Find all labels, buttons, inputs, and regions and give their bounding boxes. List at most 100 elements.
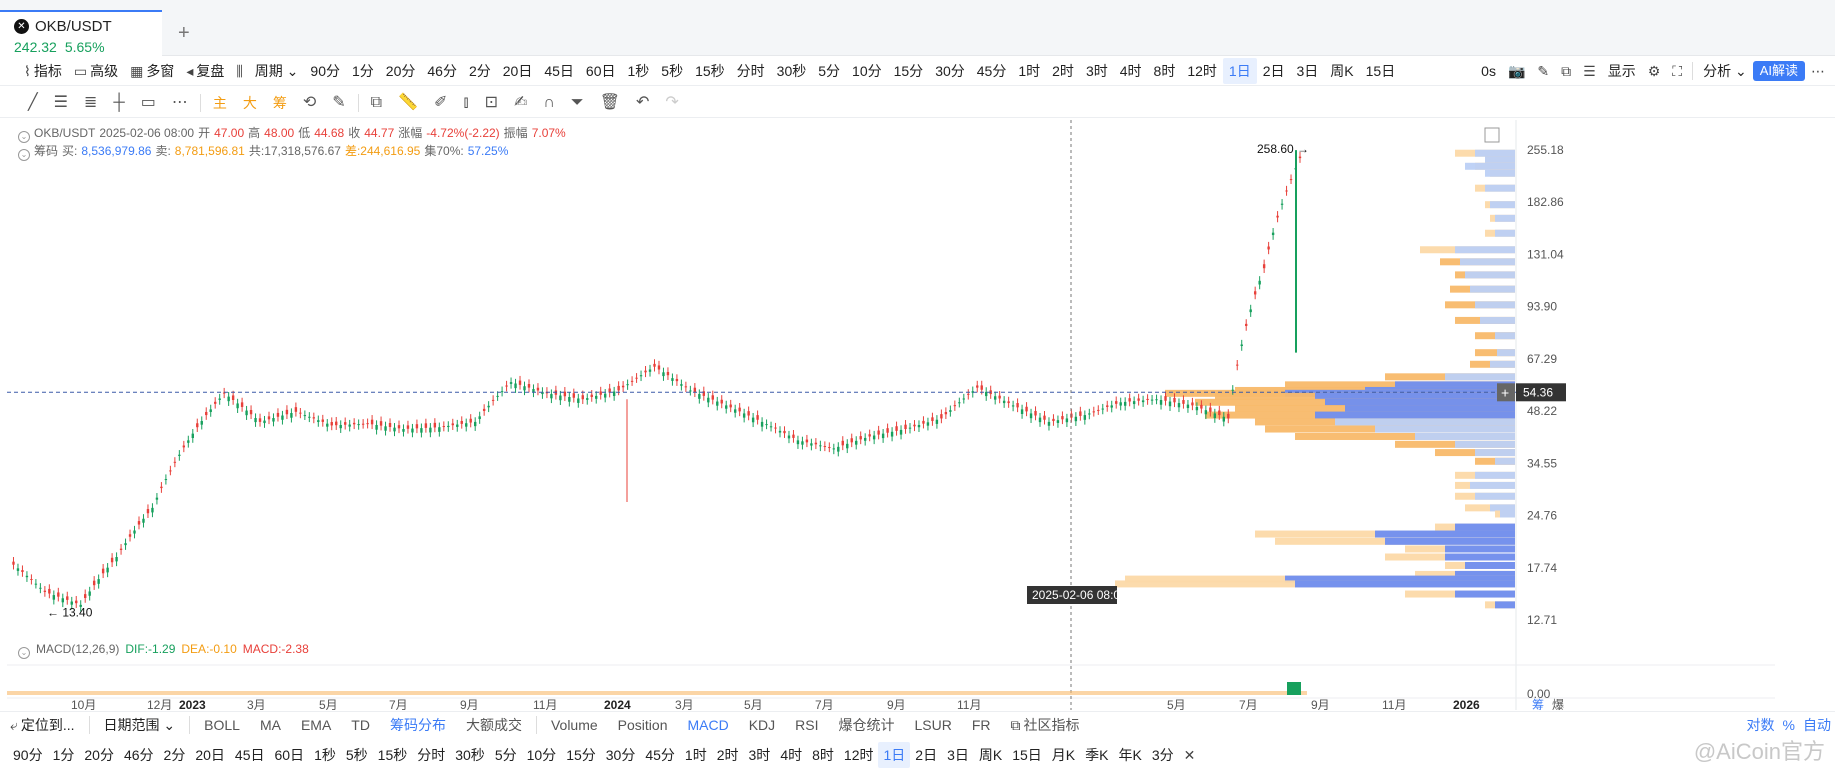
toolbar-item-0[interactable]: ⌇ 指标	[18, 58, 68, 84]
period-25[interactable]: 2日	[1262, 62, 1285, 79]
undo-icon[interactable]: ↶	[636, 93, 650, 111]
bottom-period-1[interactable]: 1分	[52, 747, 75, 763]
bottom-period-8[interactable]: 1秒	[314, 747, 336, 763]
scale-option-0[interactable]: 对数	[1746, 716, 1775, 733]
period-10[interactable]: 15秒	[695, 62, 725, 79]
period-18[interactable]: 1时	[1018, 62, 1041, 79]
toolbar-item-5[interactable]: 周期 ⌄	[249, 58, 305, 84]
candle-tool-icon[interactable]: ⫾	[463, 93, 469, 111]
more-tools-icon[interactable]: ⋯	[171, 93, 188, 111]
bottom-period-15[interactable]: 15分	[566, 747, 596, 763]
bottom-period-22[interactable]: 8时	[812, 747, 834, 763]
period-16[interactable]: 30分	[935, 62, 965, 79]
fib-lines-icon[interactable]: ≣	[83, 93, 98, 111]
indicator-14[interactable]: ⧉ 社区指标	[1001, 712, 1090, 738]
period-19[interactable]: 2时	[1052, 62, 1074, 79]
bottom-period-12[interactable]: 30秒	[455, 747, 485, 763]
bottom-period-24[interactable]: 1日	[878, 742, 911, 768]
period-21[interactable]: 4时	[1119, 62, 1142, 79]
bottom-period-27[interactable]: 周K	[978, 747, 1003, 763]
ai-interpret-button[interactable]: AI解读	[1752, 60, 1805, 81]
indicator-12[interactable]: LSUR	[914, 716, 952, 733]
period-2[interactable]: 20分	[385, 62, 416, 79]
fullscreen-icon[interactable]: ⛶	[1672, 62, 1683, 79]
period-3[interactable]: 46分	[427, 62, 457, 79]
bottom-period-31[interactable]: 年K	[1118, 747, 1142, 763]
bottom-period-6[interactable]: 45日	[234, 747, 265, 763]
period-24[interactable]: 1日	[1222, 57, 1257, 84]
chip-toggle[interactable]: 筹	[272, 94, 287, 111]
parallel-lines-icon[interactable]: ☰	[53, 93, 68, 111]
analysis-button[interactable]: 分析 ⌄	[1703, 62, 1747, 79]
camera-icon[interactable]: 📷	[1507, 62, 1526, 79]
share-icon[interactable]: ⧉	[1561, 62, 1572, 79]
indicator-10[interactable]: RSI	[795, 716, 819, 733]
period-7[interactable]: 60日	[585, 62, 616, 79]
period-5[interactable]: 20日	[502, 62, 533, 79]
period-23[interactable]: 12时	[1187, 62, 1217, 79]
trash-icon[interactable]: 🗑	[599, 93, 620, 111]
edit-icon[interactable]: ✎	[1537, 62, 1550, 79]
period-17[interactable]: 45分	[976, 62, 1007, 79]
bottom-period-9[interactable]: 5秒	[345, 747, 368, 763]
indicator-13[interactable]: FR	[971, 716, 991, 733]
scale-option-2[interactable]: 自动	[1803, 716, 1831, 733]
bottom-period-21[interactable]: 4时	[780, 747, 803, 763]
indicator-6[interactable]: Volume	[550, 716, 598, 733]
alarm-icon[interactable]: ⌄	[18, 647, 30, 659]
bottom-period-25[interactable]: 2日	[915, 747, 938, 763]
bottom-period-17[interactable]: 45分	[645, 747, 675, 763]
redo-icon[interactable]: ↷	[665, 93, 679, 111]
lock-icon[interactable]: ⊡	[484, 93, 498, 111]
indicator-3[interactable]: TD	[351, 716, 370, 733]
copy-icon[interactable]: ⧉	[370, 93, 383, 111]
scale-option-1[interactable]: %	[1782, 716, 1795, 733]
toolbar-item-3[interactable]: ◂ 复盘	[180, 58, 230, 84]
close-icon[interactable]: ✕	[1183, 747, 1196, 763]
bottom-period-20[interactable]: 3时	[748, 747, 771, 763]
bottom-period-19[interactable]: 2时	[716, 747, 739, 763]
bottom-period-4[interactable]: 2分	[163, 747, 186, 763]
bottom-period-28[interactable]: 15日	[1012, 747, 1042, 763]
note-icon[interactable]: ✍	[513, 93, 528, 111]
bottom-period-11[interactable]: 分时	[417, 747, 446, 763]
period-1[interactable]: 1分	[352, 62, 374, 79]
indicator-5[interactable]: 大额成交	[465, 716, 522, 733]
line-tool-icon[interactable]: ╱	[28, 93, 38, 111]
bottom-period-13[interactable]: 5分	[494, 747, 517, 763]
indicator-0[interactable]: BOLL	[204, 716, 240, 733]
more-icon[interactable]: ⋯	[1811, 62, 1825, 79]
bottom-period-5[interactable]: 20日	[195, 747, 225, 763]
main-toggle[interactable]: 主	[212, 94, 227, 111]
toolbar-item-4[interactable]: ⫼	[230, 58, 248, 84]
bottom-period-0[interactable]: 90分	[13, 747, 43, 763]
collapse-icon[interactable]: ⌄	[18, 131, 30, 143]
indicator-2[interactable]: EMA	[300, 716, 332, 733]
period-14[interactable]: 10分	[852, 62, 882, 79]
list-icon[interactable]: ☰	[1583, 62, 1596, 79]
locate-button[interactable]: ⤶ 定位到...	[0, 712, 85, 738]
period-8[interactable]: 1秒	[627, 62, 650, 79]
bottom-period-14[interactable]: 10分	[526, 747, 557, 763]
indicator-4[interactable]: 筹码分布	[389, 716, 446, 733]
price-chart[interactable]: 255.18 182.86 131.04 93.90 67.29 48.22 34.55 24…	[7, 120, 1775, 710]
bottom-period-7[interactable]: 60日	[274, 747, 305, 763]
period-22[interactable]: 8时	[1153, 62, 1176, 79]
period-0[interactable]: 90分	[310, 62, 340, 79]
collapse-icon[interactable]: ⌄	[18, 149, 30, 161]
display-button[interactable]: 显示	[1607, 62, 1636, 79]
bottom-period-30[interactable]: 季K	[1085, 747, 1109, 763]
indicator-11[interactable]: 爆仓统计	[838, 716, 895, 733]
indicator-8[interactable]: MACD	[687, 716, 729, 733]
period-12[interactable]: 30秒	[776, 62, 807, 79]
period-6[interactable]: 45日	[544, 62, 574, 79]
bottom-period-2[interactable]: 20分	[84, 747, 114, 763]
bottom-period-23[interactable]: 12时	[843, 747, 874, 763]
bottom-period-3[interactable]: 46分	[123, 747, 154, 763]
bottom-period-29[interactable]: 月K	[1051, 747, 1076, 763]
bottom-period-16[interactable]: 30分	[605, 747, 636, 763]
indicator-7[interactable]: Position	[617, 716, 668, 733]
date-range-dropdown[interactable]: 日期范围 ⌄	[103, 716, 176, 733]
brush-icon[interactable]: ✎	[332, 93, 346, 111]
period-26[interactable]: 3日	[1296, 62, 1319, 79]
